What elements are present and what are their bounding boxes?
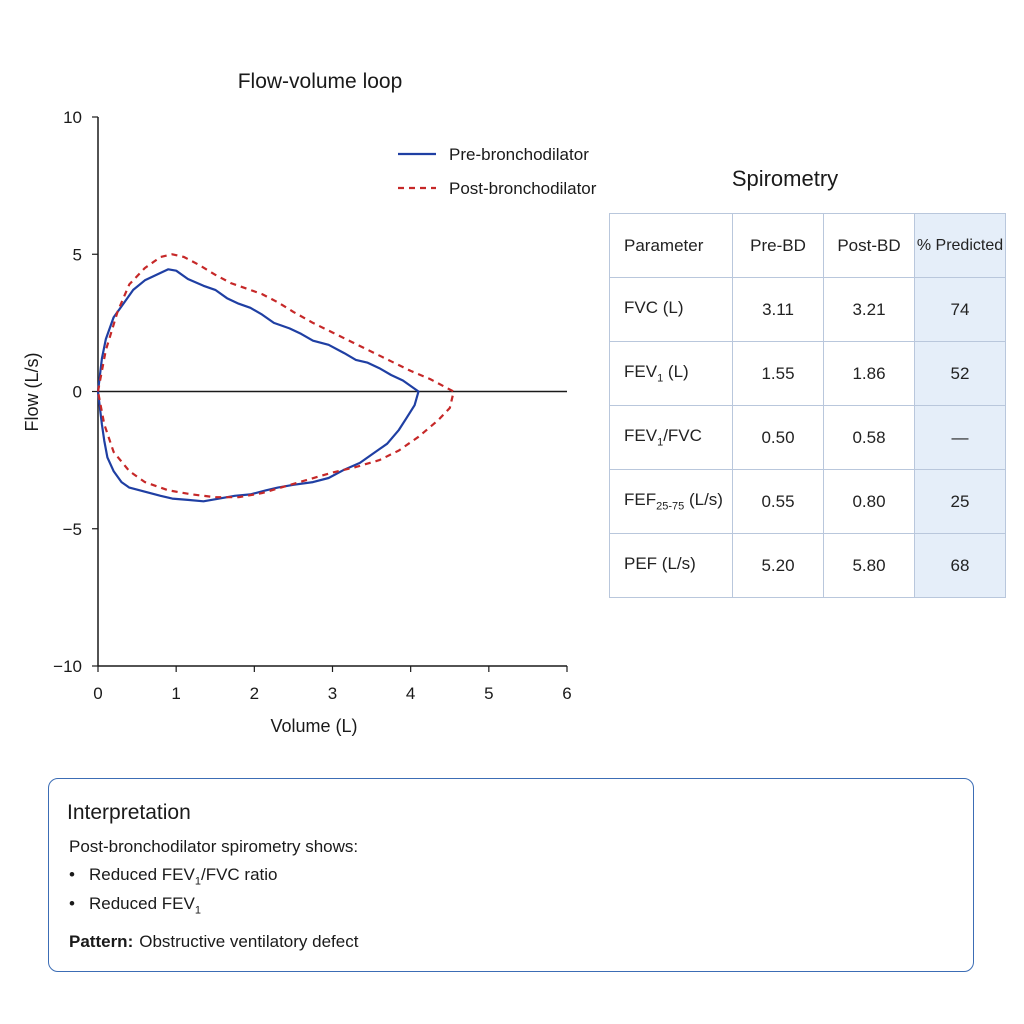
interpretation-intro: Post-bronchodilator spirometry shows: — [69, 837, 359, 856]
cell-predicted: 52 — [914, 341, 1006, 406]
pre-bronchodilator-line — [96, 268, 420, 503]
cell-pre-bd: 3.11 — [732, 277, 824, 342]
table-row: FVC (L) 3.11 3.21 74 — [609, 277, 1006, 342]
x-tick-label: 1 — [171, 684, 180, 703]
cell-predicted: 68 — [914, 533, 1006, 598]
table-header-row: Parameter Pre-BD Post-BD % Predicted — [609, 213, 1006, 278]
y-tick-label: 10 — [63, 108, 82, 127]
interpretation-panel: Interpretation Post-bronchodilator spiro… — [48, 778, 974, 972]
legend-label: Pre-bronchodilator — [449, 145, 589, 164]
cell-pre-bd: 5.20 — [732, 533, 824, 598]
interpretation-bullet: • Reduced FEV1 — [69, 894, 201, 917]
cell-post-bd: 5.80 — [823, 533, 915, 598]
cell-parameter: FVC (L) — [609, 277, 733, 342]
cell-parameter: FEV1/FVC — [609, 405, 733, 470]
cell-pre-bd: 0.50 — [732, 405, 824, 470]
cell-pre-bd: 1.55 — [732, 341, 824, 406]
series-lines — [96, 253, 455, 503]
cell-parameter: FEF25-75 (L/s) — [609, 469, 733, 534]
cell-predicted: 74 — [914, 277, 1006, 342]
cell-predicted: 25 — [914, 469, 1006, 534]
header-predicted: % Predicted — [914, 213, 1006, 278]
x-tick-label: 5 — [484, 684, 493, 703]
y-tick-label: 0 — [73, 383, 82, 402]
cell-predicted: — — [914, 405, 1006, 470]
cell-parameter: FEV1 (L) — [609, 341, 733, 406]
pattern-value: Obstructive ventilatory defect — [139, 932, 359, 951]
spirometry-table: Parameter Pre-BD Post-BD % Predicted FVC… — [609, 213, 1006, 598]
interpretation-title: Interpretation — [67, 801, 191, 824]
interpretation-pattern: Pattern: Obstructive ventilatory defect — [69, 932, 358, 952]
bullet-dot-icon: • — [69, 865, 75, 884]
x-tick-label: 4 — [406, 684, 415, 703]
x-tick-label: 2 — [250, 684, 259, 703]
y-axis-label: Flow (L/s) — [22, 352, 42, 431]
y-tick-label: −10 — [53, 657, 82, 676]
cell-post-bd: 1.86 — [823, 341, 915, 406]
spirometry-title: Spirometry — [731, 166, 839, 191]
header-post-bd: Post-BD — [823, 213, 915, 278]
chart-title: Flow-volume loop — [238, 70, 403, 93]
x-tick-label: 6 — [562, 684, 571, 703]
bullet-dot-icon: • — [69, 894, 75, 913]
flow-volume-chart: Flow-volume loop Flow (L/s) Volume (L) 1… — [22, 70, 597, 736]
cell-pre-bd: 0.55 — [732, 469, 824, 534]
interpretation-bullet: • Reduced FEV1/FVC ratio — [69, 865, 278, 888]
y-tick-label: 5 — [73, 245, 82, 264]
pattern-label: Pattern: — [69, 932, 134, 951]
header-parameter: Parameter — [609, 213, 733, 278]
legend: Pre-bronchodilator Post-bronchodilator — [398, 145, 597, 198]
table-row: FEV1/FVC 0.50 0.58 — — [609, 405, 1006, 470]
table-row: FEF25-75 (L/s) 0.55 0.80 25 — [609, 469, 1006, 534]
x-axis-label: Volume (L) — [270, 716, 357, 736]
x-tick-label: 0 — [93, 684, 102, 703]
post-bronchodilator-line — [96, 253, 455, 499]
x-tick-label: 3 — [328, 684, 337, 703]
cell-post-bd: 3.21 — [823, 277, 915, 342]
cell-parameter: PEF (L/s) — [609, 533, 733, 598]
table-row: FEV1 (L) 1.55 1.86 52 — [609, 341, 1006, 406]
cell-post-bd: 0.80 — [823, 469, 915, 534]
header-pre-bd: Pre-BD — [732, 213, 824, 278]
y-tick-label: −5 — [63, 520, 82, 539]
cell-post-bd: 0.58 — [823, 405, 915, 470]
table-row: PEF (L/s) 5.20 5.80 68 — [609, 533, 1006, 598]
legend-label: Post-bronchodilator — [449, 179, 597, 198]
